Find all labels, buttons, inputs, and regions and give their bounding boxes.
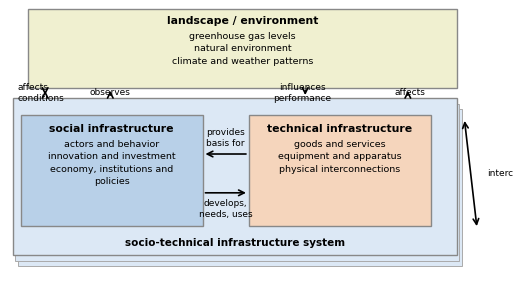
Text: observes: observes	[90, 88, 131, 97]
Bar	[15, 104, 459, 261]
Text: interconnects: interconnects	[487, 169, 513, 178]
Text: greenhouse gas levels
natural environment
climate and weather patterns: greenhouse gas levels natural environmen…	[172, 32, 313, 66]
Text: provides
basis for: provides basis for	[206, 128, 245, 148]
Text: social infrastructure: social infrastructure	[49, 124, 174, 134]
Bar	[18, 109, 462, 266]
Text: landscape / environment: landscape / environment	[167, 16, 318, 26]
Text: technical infrastructure: technical infrastructure	[267, 124, 412, 134]
Text: actors and behavior
innovation and investment
economy, institutions and
policies: actors and behavior innovation and inves…	[48, 140, 175, 186]
Bar	[21, 115, 203, 226]
Bar	[28, 9, 457, 88]
Text: develops,
needs, uses: develops, needs, uses	[199, 199, 252, 219]
Text: influences
performance: influences performance	[273, 83, 332, 103]
Bar	[13, 98, 457, 255]
Text: affects
conditions: affects conditions	[18, 83, 65, 103]
Text: affects: affects	[395, 88, 426, 97]
Text: socio-technical infrastructure system: socio-technical infrastructure system	[125, 238, 345, 248]
Bar	[249, 115, 431, 226]
Text: goods and services
equipment and apparatus
physical interconnections: goods and services equipment and apparat…	[278, 140, 402, 174]
